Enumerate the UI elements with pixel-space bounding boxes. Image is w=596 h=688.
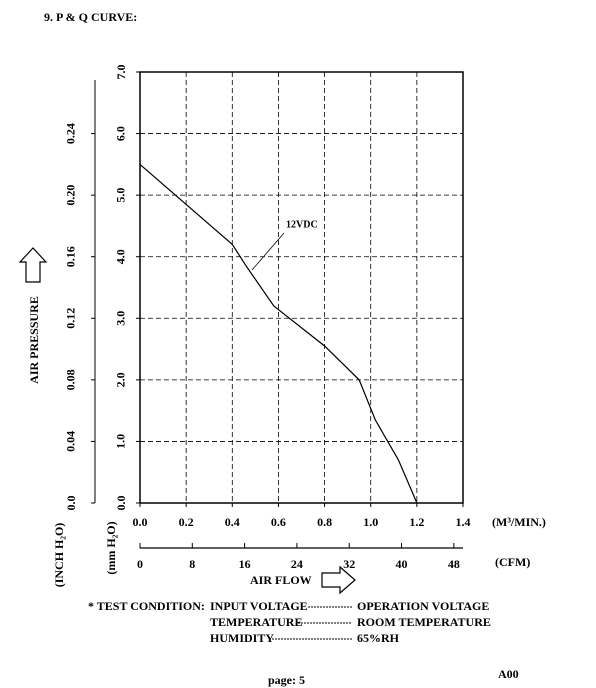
x-label: AIR FLOW [250, 573, 312, 587]
right-arrow [321, 565, 356, 595]
x-tick-label: 0.0 [133, 515, 148, 529]
x-tick-label: 0.6 [271, 515, 286, 529]
header: 9. P & Q CURVE: [44, 10, 137, 24]
x-tick-label: 0.2 [179, 515, 194, 529]
test-key: TEMPERATURE [210, 615, 302, 629]
test-title: * TEST CONDITION: [88, 599, 205, 613]
doc-code: A00 [498, 667, 519, 681]
y-tick-label: 5.0 [114, 188, 128, 203]
leader-line [251, 232, 285, 271]
y2-tick-label: 0.08 [64, 369, 78, 390]
x2-tick-label: 0 [137, 557, 143, 571]
y2-tick-label: 0.04 [64, 431, 78, 452]
x2-tick-label: 16 [239, 557, 251, 571]
x2-tick-label: 32 [343, 557, 355, 571]
y-tick-label: 4.0 [114, 249, 128, 264]
y-tick-label: 1.0 [114, 434, 128, 449]
series-label: 12VDC [286, 219, 318, 230]
y2-tick-label: 0.12 [64, 308, 78, 329]
y-unit: (mm H₂O) [104, 521, 118, 574]
test-value: ROOM TEMPERATURE [357, 615, 491, 629]
x-unit: (M³/MIN.) [492, 515, 546, 529]
y-tick-label: 0.0 [114, 496, 128, 511]
test-value: 65%RH [357, 631, 400, 645]
x2-unit: (CFM) [495, 555, 530, 569]
y-tick-label: 3.0 [114, 311, 128, 326]
x-tick-label: 1.4 [456, 515, 471, 529]
y2-tick-label: 0.20 [64, 185, 78, 206]
y-label: AIR PRESSURE [27, 296, 41, 384]
curve [139, 163, 418, 504]
x-tick-label: 1.0 [363, 515, 378, 529]
y-tick-label: 7.0 [114, 65, 128, 80]
x2-tick-label: 40 [396, 557, 408, 571]
page-number: page: 5 [268, 673, 305, 687]
x-tick-label: 0.4 [225, 515, 240, 529]
plot-frame [139, 71, 464, 504]
y-tick-label: 2.0 [114, 372, 128, 387]
y2-tick-label: 0.24 [64, 123, 78, 144]
y2-unit: (INCH H₂O) [52, 523, 66, 588]
y-tick-label: 6.0 [114, 126, 128, 141]
x-tick-label: 0.8 [317, 515, 332, 529]
x2-tick-label: 48 [448, 557, 460, 571]
x2-tick-label: 24 [291, 557, 303, 571]
y2-tick-label: 0.16 [64, 246, 78, 267]
test-key: HUMIDITY [210, 631, 274, 645]
x-tick-label: 1.2 [409, 515, 424, 529]
test-value: OPERATION VOLTAGE [357, 599, 489, 613]
test-key: INPUT VOLTAGE [210, 599, 308, 613]
x2-tick-label: 8 [189, 557, 195, 571]
up-arrow [18, 247, 48, 283]
y2-tick-label: 0.0 [64, 496, 78, 511]
